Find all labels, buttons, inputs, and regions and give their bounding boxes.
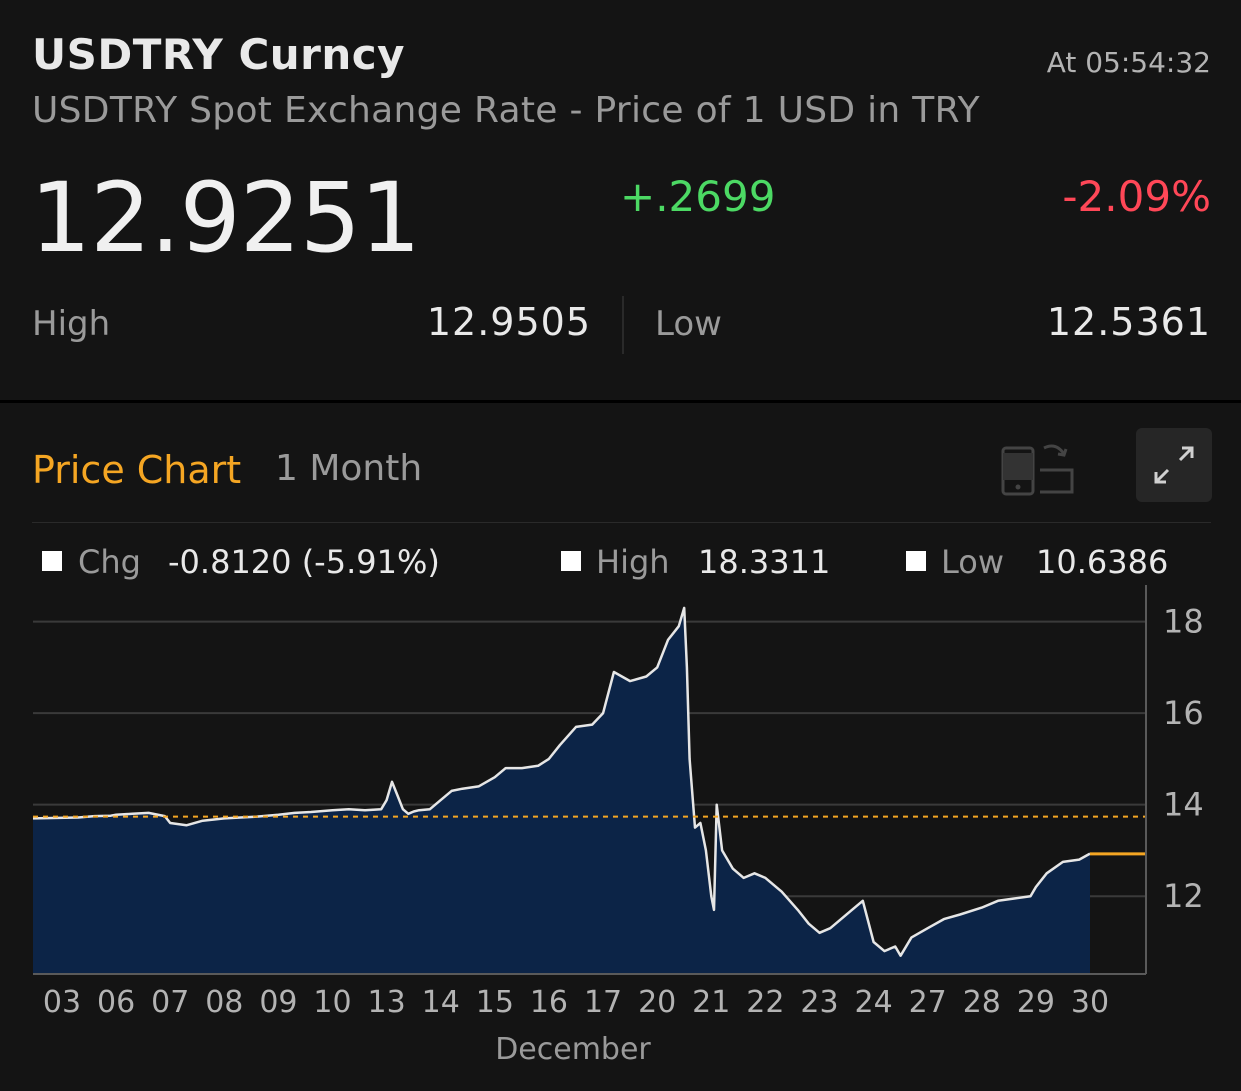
chart-axes: [33, 585, 1147, 975]
x-tick-label: 30: [1071, 985, 1109, 1020]
x-tick-label: 20: [638, 985, 676, 1020]
price-area: [33, 607, 1090, 974]
device-rotate-icon: [1001, 444, 1074, 496]
percent-change: -2.09%: [1062, 172, 1211, 221]
x-tick-label: 09: [259, 985, 297, 1020]
rotate-button[interactable]: [1000, 440, 1076, 496]
high-label: High: [32, 304, 111, 344]
y-tick-label: 18: [1163, 603, 1204, 641]
high-legend-value: 18.3311: [698, 543, 831, 581]
x-tick-label: 13: [368, 985, 406, 1020]
expand-button[interactable]: [1136, 428, 1212, 502]
y-tick-label: 12: [1163, 877, 1204, 915]
x-tick-label: 22: [746, 985, 784, 1020]
section-divider: [0, 400, 1241, 403]
x-axis-labels: 03 06 07 08 09 10 13 14 15 16 17 20 21 22 23 24 27 28 29 30: [43, 985, 1109, 1020]
high-value: 12.9505: [426, 300, 591, 344]
low-legend-value: 10.6386: [1036, 543, 1169, 581]
security-title: USDTRY Curncy: [32, 30, 406, 79]
low-value: 12.5361: [1046, 300, 1211, 344]
price-line: [32, 606, 1091, 957]
low-legend-marker: [906, 551, 926, 571]
y-axis-labels: 12 14 16 18: [1163, 603, 1204, 916]
x-tick-label: 27: [909, 985, 947, 1020]
security-description: USDTRY Spot Exchange Rate - Price of 1 U…: [32, 90, 980, 131]
x-tick-label: 06: [97, 985, 135, 1020]
x-tick-label: 21: [692, 985, 730, 1020]
last-price: 12.9251: [30, 162, 421, 274]
price-chart[interactable]: 12 14 16 18 03 06 07 08 09 10 13 14 15 16 17 20 21 22 23 2…: [0, 585, 1241, 1085]
x-tick-label: 28: [963, 985, 1001, 1020]
low-legend-label: Low: [941, 543, 1005, 581]
chg-legend-value: -0.8120 (-5.91%): [168, 543, 440, 581]
x-tick-label: 07: [151, 985, 189, 1020]
y-tick-label: 16: [1163, 694, 1204, 732]
x-tick-label: 15: [476, 985, 514, 1020]
month-label: December: [495, 1032, 651, 1067]
net-change: +.2699: [620, 172, 776, 221]
chg-legend-marker: [42, 551, 62, 571]
high-legend-label: High: [596, 543, 670, 581]
y-tick-label: 14: [1163, 786, 1204, 824]
chart-range-selector[interactable]: 1 Month: [275, 448, 423, 489]
x-tick-label: 16: [530, 985, 568, 1020]
x-tick-label: 10: [313, 985, 351, 1020]
low-label: Low: [655, 304, 722, 344]
x-tick-label: 03: [43, 985, 81, 1020]
high-low-divider: [622, 296, 624, 354]
quote-timestamp: At 05:54:32: [1046, 46, 1211, 79]
x-tick-label: 17: [584, 985, 622, 1020]
expand-icon: [1154, 446, 1194, 484]
x-tick-label: 24: [854, 985, 892, 1020]
x-tick-label: 14: [422, 985, 460, 1020]
x-tick-label: 29: [1017, 985, 1055, 1020]
price-chart-title: Price Chart: [32, 448, 242, 492]
chg-legend-label: Chg: [78, 543, 141, 581]
high-legend-marker: [561, 551, 581, 571]
x-tick-label: 08: [205, 985, 243, 1020]
x-tick-label: 23: [800, 985, 838, 1020]
chart-header-divider: [32, 522, 1211, 523]
